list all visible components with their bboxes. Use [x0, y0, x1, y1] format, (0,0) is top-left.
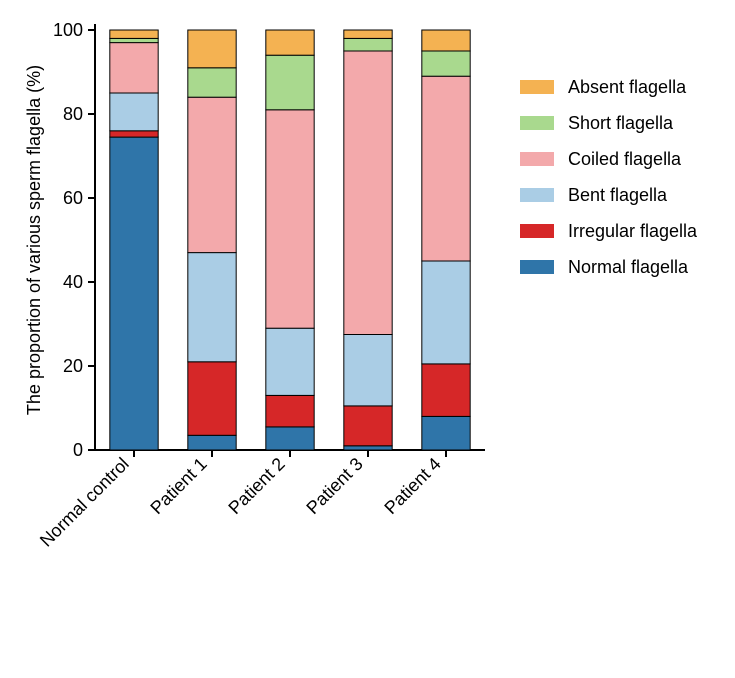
bar-segment — [422, 416, 470, 450]
bar-segment — [266, 328, 314, 395]
bar-segment — [344, 335, 392, 406]
bar-segment — [344, 38, 392, 51]
bar-segment — [188, 30, 236, 68]
bar-segment — [344, 446, 392, 450]
y-tick-label: 0 — [73, 440, 83, 460]
legend-label: Irregular flagella — [568, 221, 698, 241]
bar-segment — [110, 137, 158, 450]
bar-segment — [266, 110, 314, 328]
bar-segment — [266, 395, 314, 427]
legend-label: Absent flagella — [568, 77, 687, 97]
y-axis-title: The proportion of various sperm flagella… — [24, 65, 44, 415]
bar-segment — [422, 30, 470, 51]
bar-segment — [188, 68, 236, 97]
bar-segment — [344, 51, 392, 335]
bar-segment — [266, 427, 314, 450]
bar-segment — [422, 364, 470, 417]
bar-segment — [188, 362, 236, 436]
chart-container: 0 20 40 60 80 100 The proportion of various sp… — [0, 0, 735, 678]
bar-segment — [110, 43, 158, 93]
bar-segment — [188, 253, 236, 362]
bar-segment — [188, 97, 236, 252]
bar-segment — [110, 93, 158, 131]
y-tick-label: 60 — [63, 188, 83, 208]
bar-segment — [422, 51, 470, 76]
bar-segment — [188, 435, 236, 450]
bar-segment — [110, 38, 158, 42]
legend-label: Coiled flagella — [568, 149, 682, 169]
legend-swatch — [520, 224, 554, 238]
y-tick-label: 100 — [53, 20, 83, 40]
legend-label: Short flagella — [568, 113, 674, 133]
bar-segment — [422, 76, 470, 261]
bar-segment — [266, 55, 314, 110]
stacked-bar-chart: 0 20 40 60 80 100 The proportion of various sp… — [0, 0, 735, 678]
legend-label: Bent flagella — [568, 185, 668, 205]
bar-segment — [110, 30, 158, 38]
y-tick-label: 40 — [63, 272, 83, 292]
legend-swatch — [520, 116, 554, 130]
legend-swatch — [520, 260, 554, 274]
bar-segment — [110, 131, 158, 137]
y-tick-label: 80 — [63, 104, 83, 124]
legend-swatch — [520, 80, 554, 94]
bar-segment — [422, 261, 470, 364]
legend-swatch — [520, 188, 554, 202]
bar-segment — [344, 406, 392, 446]
legend-swatch — [520, 152, 554, 166]
bar-segment — [266, 30, 314, 55]
bar-segment — [344, 30, 392, 38]
y-tick-label: 20 — [63, 356, 83, 376]
legend-label: Normal flagella — [568, 257, 689, 277]
